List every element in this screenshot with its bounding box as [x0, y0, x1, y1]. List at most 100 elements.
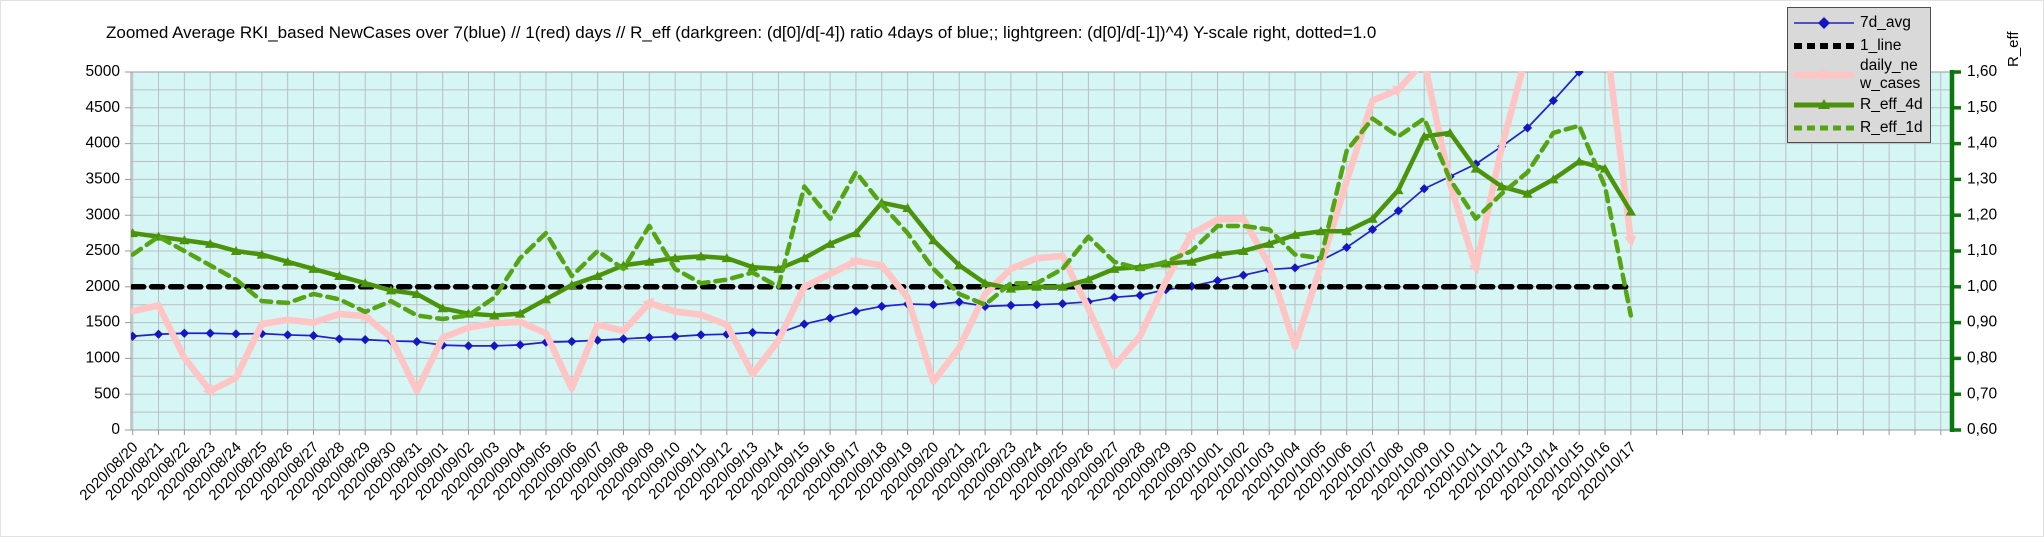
diamond-marker: [980, 301, 990, 311]
diamond-marker: [1342, 242, 1352, 253]
y-axis-right-label: 1,20: [1967, 206, 1998, 223]
diamond-marker: [1135, 290, 1145, 300]
diamond-marker: [1057, 299, 1068, 309]
diamond-marker: [1419, 184, 1429, 194]
pink-line-arrow-icon: [1792, 66, 1856, 84]
triangle-marker: [1057, 281, 1068, 291]
y-axis-left-label: 1500: [86, 314, 121, 331]
diamond-marker: [153, 329, 164, 339]
diamond-marker: [567, 336, 577, 347]
y-axis-left-label: 0: [111, 421, 120, 438]
diamond-marker: [928, 300, 939, 310]
triangle-marker: [954, 260, 965, 270]
triangle-marker: [1496, 181, 1507, 191]
triangle-marker: [385, 285, 397, 295]
y-axis-right-label: 0,90: [1967, 314, 1998, 331]
y-axis-right-label: 1,30: [1967, 170, 1998, 187]
triangle-marker: [514, 308, 526, 318]
triangle-marker: [566, 280, 578, 290]
triangle-marker: [644, 256, 655, 266]
triangle-marker: [256, 249, 268, 259]
triangle-marker: [1264, 238, 1275, 248]
triangle-marker: [824, 238, 836, 248]
triangle-marker: [1418, 131, 1430, 141]
black-dashed-line-icon: [1792, 37, 1856, 55]
series-daily_new_cases: [131, 71, 1637, 397]
y-axis-left-label: 500: [94, 385, 120, 402]
triangle-marker: [902, 203, 913, 213]
triangle-marker: [334, 271, 345, 281]
triangle-marker: [850, 228, 862, 238]
diamond-marker: [205, 328, 215, 338]
triangle-marker: [1522, 188, 1533, 198]
y-axis-left-label: 3500: [86, 170, 121, 187]
pink-arrow-marker: [1624, 235, 1637, 248]
diamond-marker: [334, 334, 344, 344]
triangle-marker: [928, 235, 939, 245]
legend-label: 1_line: [1860, 36, 1902, 54]
y-axis-left-label: 5000: [86, 63, 121, 80]
y-axis-left-label: 3000: [86, 206, 121, 223]
diamond-marker: [696, 330, 706, 340]
triangle-marker: [1599, 163, 1611, 173]
diamond-marker: [851, 306, 861, 316]
diamond-marker: [954, 297, 964, 307]
legend-label: daily_new_cases: [1860, 57, 1921, 92]
legend-label: R_eff_1d: [1860, 118, 1923, 136]
triangle-marker: [359, 278, 371, 288]
y-axis-right-label: 1,10: [1967, 242, 1998, 259]
diamond-marker: [1393, 206, 1403, 216]
diamond-marker: [463, 341, 474, 351]
diamond-marker: [1187, 281, 1197, 291]
diamond-marker: [670, 331, 680, 342]
legend-item-r-eff-4d: R_eff_4d: [1792, 93, 1926, 116]
y-axis-right-label: 1,50: [1967, 99, 1998, 116]
legend-item-7d-avg: 7d_avg: [1792, 11, 1926, 34]
triangle-marker: [282, 256, 293, 266]
diamond-marker: [283, 330, 293, 340]
green-line-triangle-icon: [1792, 96, 1856, 114]
diamond-marker: [618, 334, 629, 344]
pink-arrow-marker: [1392, 85, 1405, 97]
triangle-marker: [721, 253, 732, 263]
triangle-marker: [799, 253, 810, 263]
pink-arrow-marker: [849, 257, 863, 269]
triangle-marker: [669, 253, 681, 263]
y-axis-right-label: 1,40: [1967, 135, 1998, 152]
triangle-marker: [1031, 281, 1042, 291]
right-axis-title: R_eff: [2005, 31, 2022, 67]
triangle-marker: [204, 238, 216, 248]
series-R_eff_1d: [131, 116, 1634, 322]
legend-label: R_eff_4d: [1860, 95, 1923, 113]
legend-label: 7d_avg: [1860, 13, 1911, 31]
diamond-marker: [1290, 263, 1300, 273]
legend-item-1-line: 1_line: [1792, 34, 1926, 57]
diamond-marker: [489, 341, 499, 351]
y-axis-right: 1,60 1,50 1,40 1,30 1,20 1,10 1,00 0,90 0,80 0,70…: [1949, 63, 1998, 438]
diamond-marker: [131, 331, 138, 341]
triangle-marker: [411, 288, 423, 298]
x-axis: 2020/08/202020/08/212020/08/222020/08/23…: [76, 430, 1942, 504]
diamond-marker: [748, 327, 758, 338]
triangle-marker: [489, 310, 500, 320]
triangle-marker: [1625, 206, 1637, 216]
grid: [131, 71, 1952, 431]
y-axis-left-label: 4500: [86, 99, 121, 116]
diamond-marker: [644, 332, 654, 343]
triangle-marker: [540, 294, 552, 304]
diamond-marker: [1212, 275, 1223, 286]
diamond-marker: [515, 340, 525, 350]
diamond-marker: [231, 329, 241, 339]
pink-arrow-marker: [1184, 227, 1196, 241]
diamond-marker: [1238, 270, 1248, 280]
triangle-marker: [1444, 127, 1456, 137]
triangle-marker: [592, 271, 603, 281]
triangle-marker: [179, 235, 190, 245]
y-axis-right-label: 0,60: [1967, 421, 1998, 438]
legend-item-daily-new-cases: daily_new_cases: [1792, 57, 1926, 93]
diamond-marker: [412, 337, 422, 347]
diamond-marker: [1548, 96, 1558, 106]
diamond-marker: [308, 331, 319, 341]
diamond-marker: [1109, 292, 1119, 302]
